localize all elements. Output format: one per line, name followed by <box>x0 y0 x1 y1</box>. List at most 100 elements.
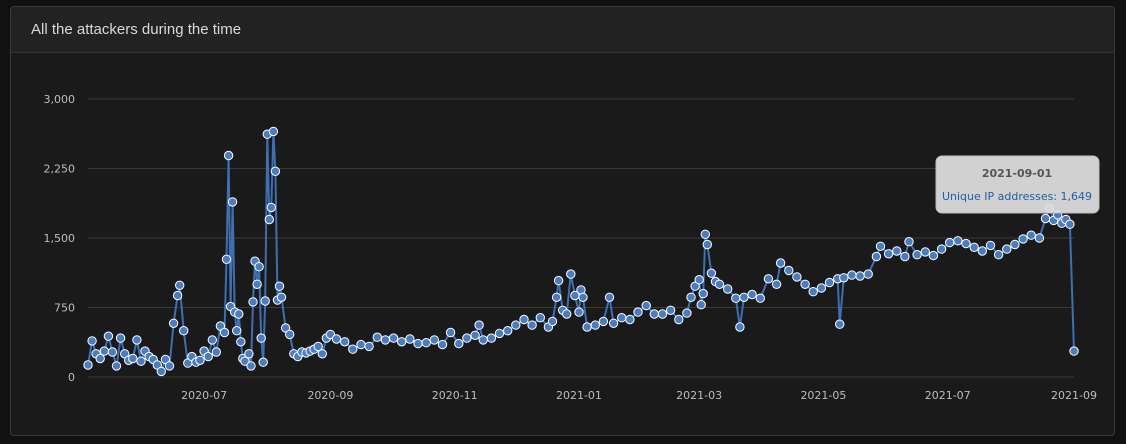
data-point[interactable] <box>274 281 285 291</box>
data-point[interactable] <box>246 361 256 371</box>
data-point[interactable] <box>195 355 205 365</box>
data-point[interactable] <box>388 333 399 343</box>
data-point[interactable] <box>566 269 576 279</box>
data-point[interactable] <box>698 288 708 299</box>
data-point[interactable] <box>649 309 659 319</box>
data-point[interactable] <box>179 326 189 336</box>
data-point[interactable] <box>136 356 146 366</box>
data-point[interactable] <box>478 335 488 345</box>
data-point[interactable] <box>405 334 415 344</box>
data-point[interactable] <box>657 309 668 319</box>
data-point[interactable] <box>511 320 521 330</box>
data-point[interactable] <box>128 353 138 364</box>
data-point[interactable] <box>470 330 480 340</box>
data-point[interactable] <box>775 258 786 268</box>
data-point[interactable] <box>462 333 472 343</box>
data-point[interactable] <box>641 300 651 311</box>
data-point[interactable] <box>892 246 902 256</box>
data-point[interactable] <box>234 309 244 319</box>
data-point[interactable] <box>694 275 704 285</box>
data-point[interactable] <box>562 309 572 319</box>
data-point[interactable] <box>690 281 700 291</box>
data-point[interactable] <box>111 361 122 371</box>
data-point[interactable] <box>421 338 431 348</box>
data-point[interactable] <box>211 347 222 357</box>
data-point[interactable] <box>700 229 710 240</box>
data-point[interactable] <box>397 337 407 347</box>
data-point[interactable] <box>172 290 183 301</box>
data-point[interactable] <box>348 344 358 354</box>
data-point[interactable] <box>912 250 922 260</box>
data-point[interactable] <box>445 327 456 338</box>
data-point[interactable] <box>268 126 279 137</box>
series-unique-ip-addresses[interactable] <box>83 126 1079 377</box>
data-point[interactable] <box>839 273 849 283</box>
data-point[interactable] <box>723 284 733 294</box>
data-point[interactable] <box>920 247 930 257</box>
data-point[interactable] <box>633 307 643 317</box>
data-point[interactable] <box>264 214 274 225</box>
data-point[interactable] <box>252 279 262 289</box>
data-point[interactable] <box>871 251 882 262</box>
data-point[interactable] <box>95 353 105 364</box>
data-point[interactable] <box>535 313 545 323</box>
data-point[interactable] <box>1069 346 1079 356</box>
data-point[interactable] <box>1040 213 1051 224</box>
data-point[interactable] <box>977 246 987 256</box>
data-point[interactable] <box>590 320 600 330</box>
data-point[interactable] <box>816 283 827 293</box>
data-point[interactable] <box>317 349 327 359</box>
data-point[interactable] <box>961 238 971 249</box>
data-point[interactable] <box>175 280 185 290</box>
data-point[interactable] <box>953 236 963 246</box>
data-point[interactable] <box>847 270 857 280</box>
data-point[interactable] <box>132 335 142 345</box>
data-point[interactable] <box>280 323 291 333</box>
data-point[interactable] <box>494 328 505 339</box>
data-point[interactable] <box>270 166 281 177</box>
data-point[interactable] <box>236 337 246 347</box>
data-point[interactable] <box>83 360 93 370</box>
data-point[interactable] <box>993 250 1004 260</box>
data-point[interactable] <box>900 251 910 262</box>
data-point[interactable] <box>429 335 439 345</box>
data-point[interactable] <box>735 322 745 332</box>
data-point[interactable] <box>1002 244 1012 254</box>
data-point[interactable] <box>503 326 513 336</box>
data-point[interactable] <box>325 329 336 340</box>
data-point[interactable] <box>203 351 213 362</box>
data-point[interactable] <box>574 307 584 317</box>
data-point[interactable] <box>928 250 939 261</box>
data-point[interactable] <box>739 292 749 302</box>
data-point[interactable] <box>340 337 350 347</box>
data-point[interactable] <box>372 332 382 342</box>
data-point[interactable] <box>598 316 609 327</box>
data-point[interactable] <box>103 331 114 341</box>
data-point[interactable] <box>625 314 635 325</box>
data-point[interactable] <box>551 292 562 302</box>
data-point[interactable] <box>1018 234 1028 244</box>
data-point[interactable] <box>276 292 287 302</box>
data-point[interactable] <box>413 338 423 349</box>
data-point[interactable] <box>87 336 97 346</box>
data-point[interactable] <box>547 316 558 327</box>
data-point[interactable] <box>356 339 366 350</box>
data-point[interactable] <box>527 320 537 330</box>
data-point[interactable] <box>254 262 264 272</box>
data-point[interactable] <box>1034 233 1045 243</box>
data-point[interactable] <box>665 305 676 315</box>
data-point[interactable] <box>863 269 873 279</box>
data-point[interactable] <box>674 314 684 325</box>
data-point[interactable] <box>232 326 242 336</box>
data-point[interactable] <box>904 237 914 247</box>
data-point[interactable] <box>1026 230 1036 240</box>
data-point[interactable] <box>608 318 619 328</box>
data-point[interactable] <box>731 293 741 303</box>
data-point[interactable] <box>219 327 230 338</box>
data-point[interactable] <box>883 249 894 259</box>
data-point[interactable] <box>686 292 696 302</box>
data-point[interactable] <box>747 289 757 300</box>
data-point[interactable] <box>160 354 171 365</box>
data-point[interactable] <box>763 274 774 284</box>
